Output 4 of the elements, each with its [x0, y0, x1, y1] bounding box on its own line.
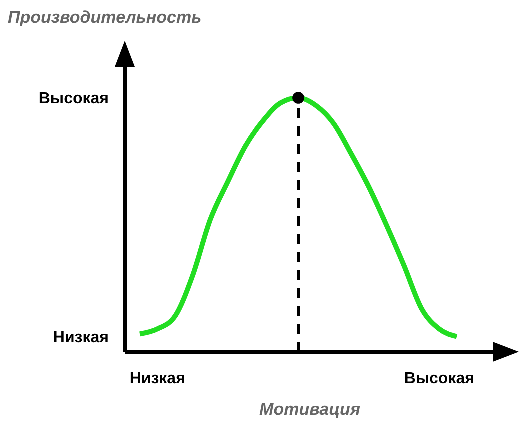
x-axis-title: Мотивация [258, 400, 362, 420]
text: Высокая [38, 90, 109, 108]
y-axis-title: Производительность [8, 8, 202, 28]
text: Низкая [53, 329, 109, 346]
